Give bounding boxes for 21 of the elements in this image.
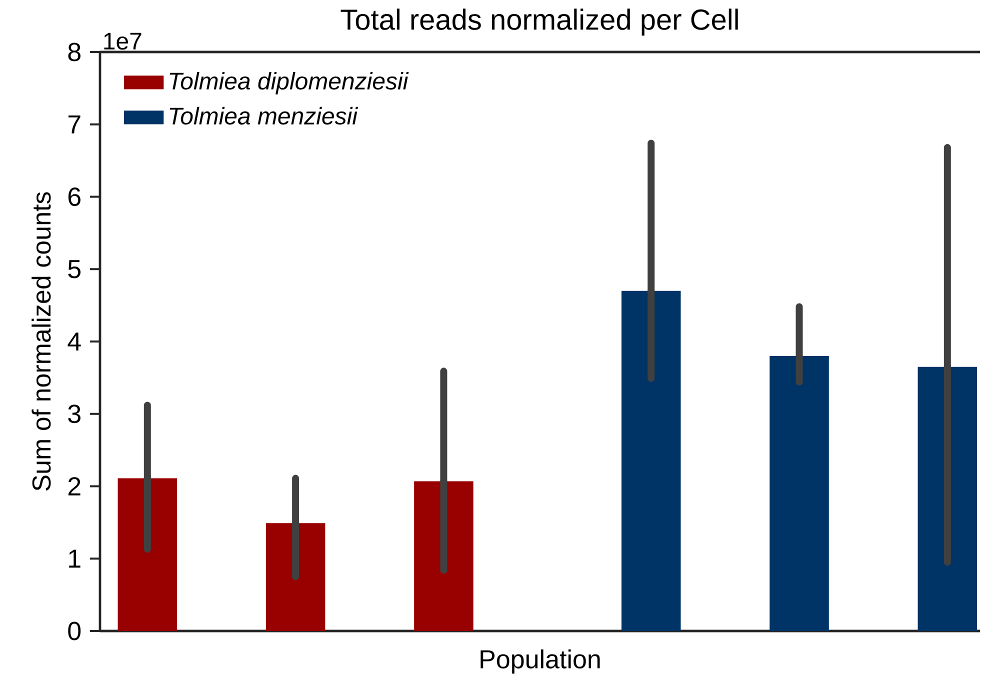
y-tick-label: 8 <box>68 42 80 62</box>
bar <box>266 523 326 631</box>
chart-title: Total reads normalized per Cell <box>340 8 738 36</box>
legend-label: Tolmiea menziesii <box>170 106 358 125</box>
y-tick-label: 4 <box>68 332 81 350</box>
bar <box>770 356 829 631</box>
y-tick-label: 6 <box>68 188 80 206</box>
y-tick-label: 7 <box>68 115 80 134</box>
y-tick-label: 3 <box>68 404 80 424</box>
bar <box>414 481 474 631</box>
bar <box>118 478 178 631</box>
y-tick-label: 5 <box>68 260 81 278</box>
x-axis-title: Population <box>480 649 600 674</box>
y-tick-label: 1 <box>69 550 80 568</box>
y-tick-label: 2 <box>68 477 80 496</box>
legend-label: Tolmiea diplomenziesii <box>170 72 409 94</box>
bar <box>918 366 978 631</box>
text: 1e7 <box>104 32 142 50</box>
y-tick-label: 0 <box>68 622 81 640</box>
y-axis-title: Sum of normalized counts <box>32 192 51 491</box>
bar <box>621 290 681 631</box>
